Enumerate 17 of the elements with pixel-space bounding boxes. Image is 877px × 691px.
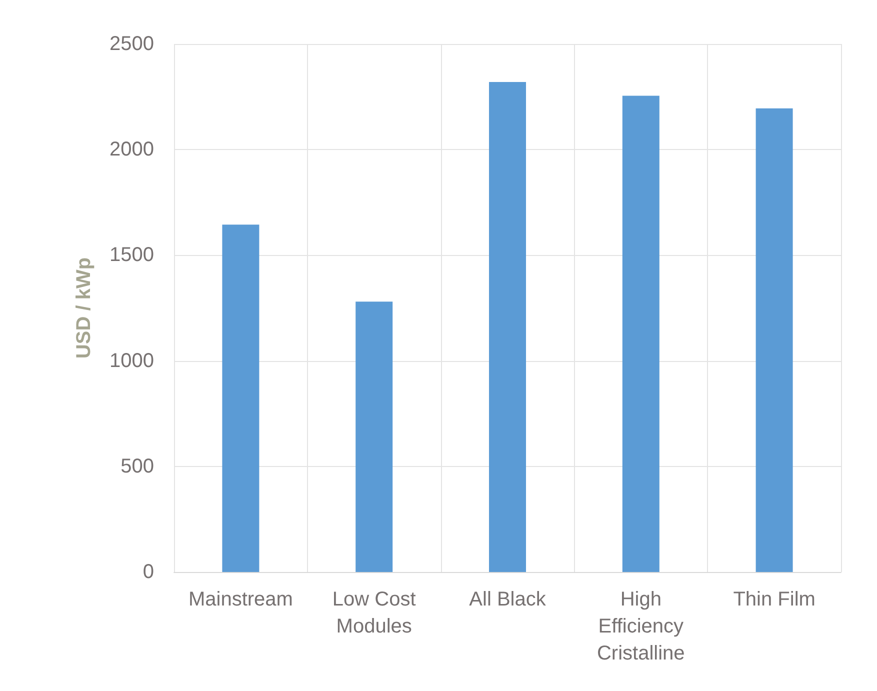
bar bbox=[622, 96, 660, 572]
x-tick-label: Low Cost Modules bbox=[332, 588, 416, 638]
y-tick-label: 0 bbox=[142, 561, 154, 583]
y-tick-label: 2500 bbox=[110, 33, 154, 55]
x-tick-label: All Black bbox=[469, 588, 547, 610]
bar bbox=[756, 108, 793, 572]
y-tick-label: 1000 bbox=[110, 350, 154, 372]
bar bbox=[356, 302, 393, 572]
x-tick-label: High Efficiency Cristalline bbox=[596, 588, 685, 664]
x-tick-label: Thin Film bbox=[733, 588, 816, 610]
y-tick-label: 500 bbox=[120, 455, 154, 478]
bar bbox=[222, 224, 260, 572]
y-tick-label: 1500 bbox=[110, 244, 154, 266]
x-tick-label: Mainstream bbox=[188, 588, 293, 610]
y-tick-label: 2000 bbox=[110, 138, 154, 161]
y-axis-title: USD / kWp bbox=[73, 257, 95, 359]
bar bbox=[489, 82, 526, 572]
